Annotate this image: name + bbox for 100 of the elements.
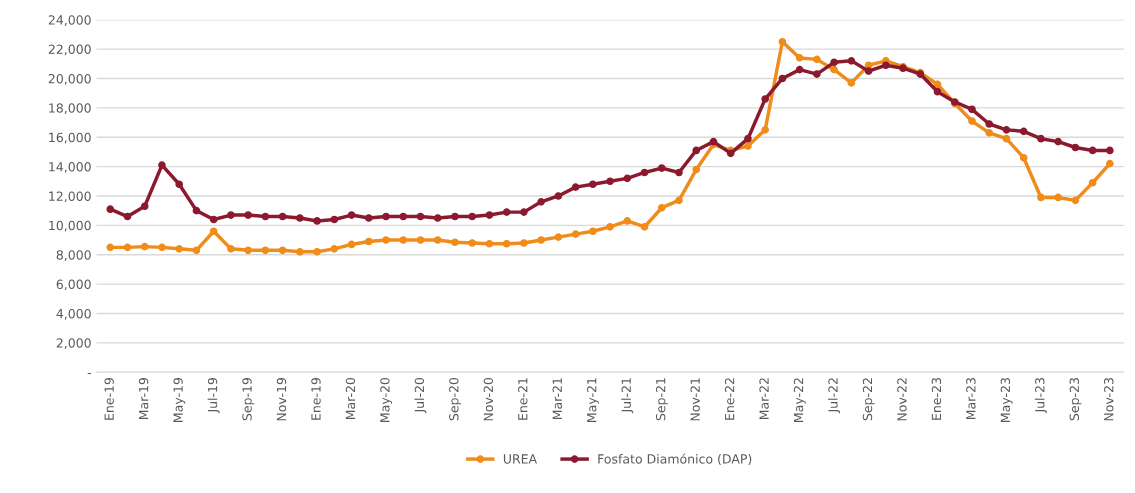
x-tick-label: May-23 <box>1000 378 1013 422</box>
x-tick-label: Sep-23 <box>1069 378 1082 421</box>
point <box>416 212 425 221</box>
point <box>1002 134 1011 143</box>
point <box>192 246 201 255</box>
point <box>778 37 787 46</box>
point <box>606 177 614 186</box>
point <box>795 54 804 62</box>
x-tick-label: May-21 <box>587 378 599 422</box>
y-tick-label: 10,000 <box>49 220 91 232</box>
point <box>502 208 511 216</box>
y-tick-label: 6,000 <box>56 279 91 291</box>
point <box>296 214 304 222</box>
point <box>830 65 838 74</box>
x-tick-label: Mar-19 <box>138 377 149 420</box>
point <box>1019 153 1028 162</box>
x-tick-label: Sep-22 <box>862 378 875 421</box>
point <box>158 161 166 169</box>
point <box>347 211 356 219</box>
point <box>175 245 184 253</box>
point <box>692 146 701 155</box>
x-tick-label: Nov-22 <box>897 378 907 421</box>
point <box>881 61 890 70</box>
x-tick-label: Jul-20 <box>414 377 427 414</box>
x-tick-label: Jul-19 <box>207 377 220 414</box>
point <box>589 180 597 189</box>
x-tick-label: Ene-19 <box>104 377 114 420</box>
point <box>813 70 821 78</box>
point <box>864 67 873 75</box>
point <box>382 236 390 244</box>
point <box>1106 159 1114 168</box>
point <box>451 238 459 247</box>
y-tick-label: 2,000 <box>56 338 91 350</box>
point <box>123 243 132 252</box>
x-tick-label: Ene-22 <box>724 378 735 420</box>
x-tick-label: Mar-21 <box>552 378 562 420</box>
point <box>364 237 373 246</box>
point <box>227 245 235 253</box>
point <box>985 128 994 137</box>
point <box>1037 134 1045 143</box>
point <box>968 105 976 114</box>
point <box>399 236 408 244</box>
point <box>813 55 821 64</box>
point <box>416 236 425 244</box>
point <box>261 212 270 221</box>
point <box>744 134 752 143</box>
point <box>554 233 563 241</box>
point <box>485 239 494 248</box>
point <box>278 246 287 255</box>
point <box>313 217 321 225</box>
point <box>1054 137 1062 146</box>
point <box>675 168 683 177</box>
x-tick-label: Nov-23 <box>1104 378 1114 421</box>
point <box>1071 196 1080 205</box>
x-tick-label: Mar-22 <box>759 378 769 420</box>
point <box>313 247 321 256</box>
y-tick-label: 24,000 <box>48 15 91 26</box>
y-tick-label: 20,000 <box>48 73 91 85</box>
point <box>761 126 769 134</box>
point <box>744 142 752 150</box>
point <box>468 212 477 221</box>
y-tick-label: 8,000 <box>56 250 91 261</box>
x-tick-label: Mar-23 <box>966 378 976 420</box>
point <box>140 242 149 251</box>
point <box>675 196 683 205</box>
point <box>847 57 856 65</box>
x-tick-label: Ene-21 <box>518 378 528 420</box>
point <box>192 206 201 215</box>
x-tick-label: Sep-20 <box>449 377 461 421</box>
point <box>589 227 597 236</box>
point <box>1037 193 1045 202</box>
x-tick-label: Nov-20 <box>483 377 494 421</box>
point <box>485 211 494 219</box>
point <box>451 212 459 221</box>
point <box>623 217 632 225</box>
point <box>623 174 632 183</box>
y-tick-label: 12,000 <box>49 191 91 203</box>
point <box>778 74 787 83</box>
y-tick-label: 16,000 <box>49 132 91 144</box>
x-tick-label: Mar-20 <box>345 377 356 420</box>
point <box>640 222 649 231</box>
point <box>261 246 270 255</box>
point <box>296 247 304 256</box>
point <box>399 212 408 221</box>
point <box>606 222 614 231</box>
point <box>209 227 218 236</box>
point <box>244 246 252 255</box>
point <box>571 183 580 191</box>
point <box>1071 143 1080 152</box>
x-tick-label: Ene-23 <box>931 378 942 420</box>
point <box>520 208 528 216</box>
point <box>692 165 701 174</box>
point <box>795 65 804 74</box>
legend-label: UREA <box>503 454 537 464</box>
point <box>933 87 942 96</box>
point <box>1002 126 1011 134</box>
point <box>382 212 390 221</box>
point <box>330 245 339 253</box>
point <box>968 117 976 125</box>
point <box>571 230 580 238</box>
